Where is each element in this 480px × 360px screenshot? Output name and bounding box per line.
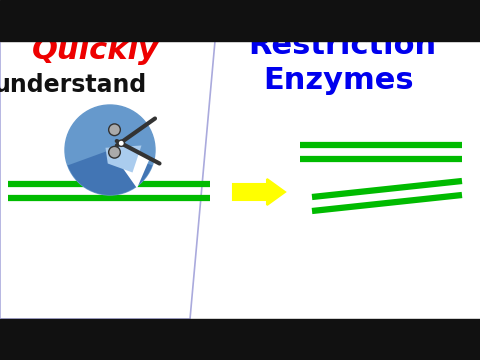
Polygon shape <box>110 150 151 188</box>
Polygon shape <box>106 145 142 172</box>
Circle shape <box>65 105 155 195</box>
Bar <box>0 319 480 360</box>
Bar <box>0 0 480 41</box>
Text: Quickly: Quickly <box>32 36 158 65</box>
Wedge shape <box>68 150 152 195</box>
Text: Restriction: Restriction <box>248 31 436 60</box>
FancyArrow shape <box>233 179 285 205</box>
Circle shape <box>108 147 120 158</box>
Text: understand: understand <box>0 73 146 97</box>
Circle shape <box>108 124 120 136</box>
Text: Enzymes: Enzymes <box>263 66 414 95</box>
Circle shape <box>118 140 124 147</box>
Polygon shape <box>0 41 215 319</box>
